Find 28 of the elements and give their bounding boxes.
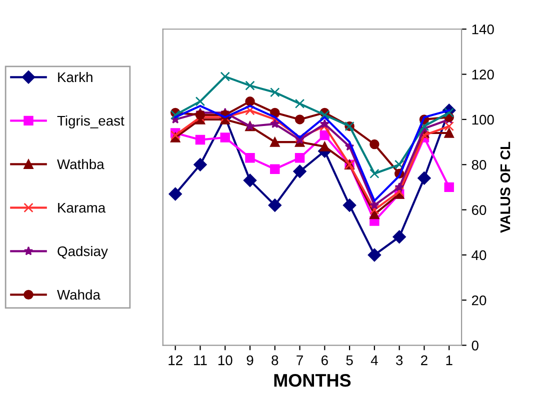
y-tick-label: 20 xyxy=(472,295,486,306)
legend-label: Wahda xyxy=(57,289,100,300)
legend-label: Tigris_east xyxy=(57,115,124,128)
x-tick-label: 6 xyxy=(322,355,328,366)
legend-label: Wathba xyxy=(57,158,104,170)
x-tick-label: 5 xyxy=(346,356,353,366)
y-tick-label: 0 xyxy=(472,340,478,350)
legend-label: Karkh xyxy=(58,72,92,82)
x-tick-label: 9 xyxy=(246,355,254,366)
x-tick-label: 8 xyxy=(272,355,278,366)
legend-label: Karama xyxy=(58,202,106,213)
y-tick-label: 40 xyxy=(472,250,486,260)
x-tick-label: 1 xyxy=(446,356,452,366)
x-axis-title: MONTHS xyxy=(274,374,351,387)
x-tick-label: 2 xyxy=(421,355,428,366)
legend-label: Qadsiay xyxy=(58,246,108,259)
y-axis-title: VALUS OF CL xyxy=(500,142,510,233)
y-tick-label: 100 xyxy=(472,114,494,125)
y-tick-label: 140 xyxy=(472,24,494,34)
x-tick-label: 11 xyxy=(194,356,207,366)
x-tick-label: 7 xyxy=(296,356,303,366)
x-tick-label: 3 xyxy=(396,355,403,366)
x-tick-label: 12 xyxy=(168,355,182,366)
y-tick-label: 120 xyxy=(472,70,494,80)
x-tick-label: 10 xyxy=(218,355,232,366)
y-tick-label: 60 xyxy=(472,205,486,215)
x-tick-label: 4 xyxy=(370,356,378,366)
y-tick-label: 80 xyxy=(472,160,486,170)
